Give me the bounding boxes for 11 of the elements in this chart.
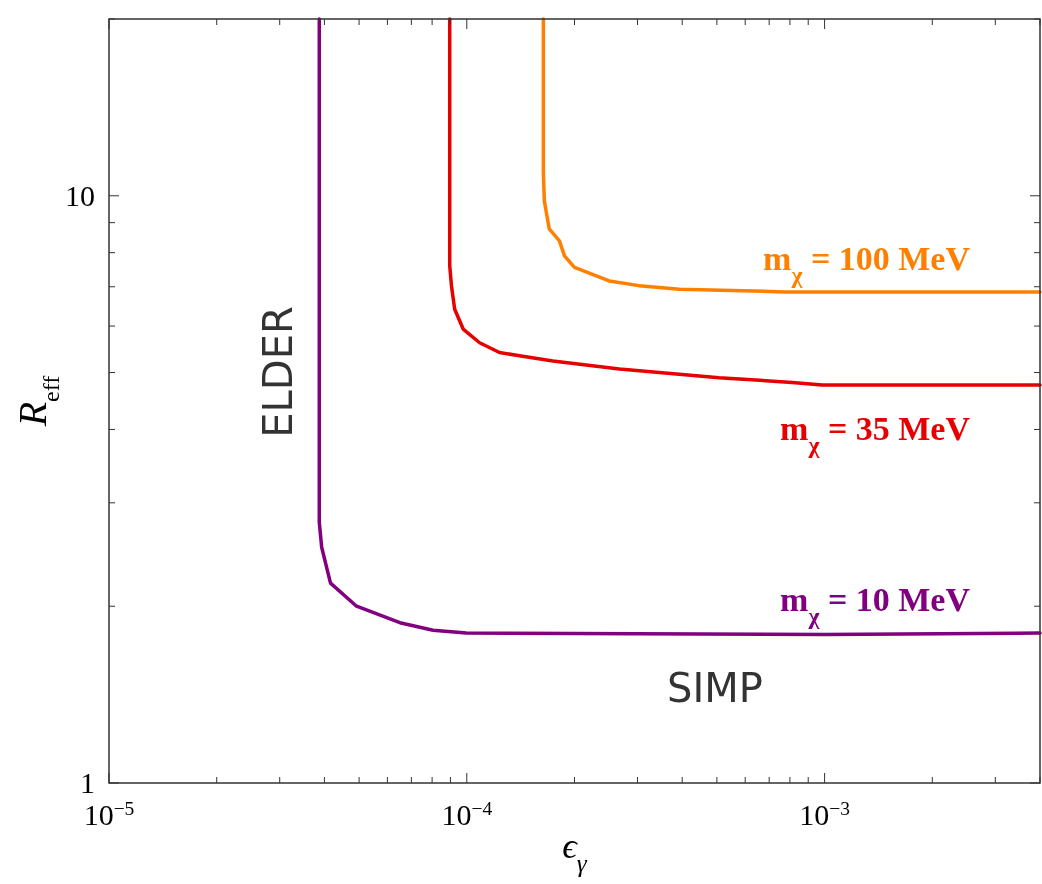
x-tick-label: 10$^{−5}$ <box>83 797 135 831</box>
annotation: ELDER <box>255 306 301 438</box>
x-tick-label: 10$^{−4}$ <box>441 797 493 831</box>
x-tick-label: 10$^{−3}$ <box>799 797 850 831</box>
y-tick-label: 10 <box>65 178 95 212</box>
y-tick-label: 1 <box>80 766 95 799</box>
series-label: m$_{χ}$ = 35 MeV <box>780 410 971 459</box>
series-label: m$_{χ}$ = 100 MeV <box>763 239 971 288</box>
series-label: m$_{χ}$ = 10 MeV <box>780 581 971 630</box>
x-axis-title: ϵ$_{γ}$ <box>562 826 588 877</box>
annotation: SIMP <box>667 665 763 711</box>
